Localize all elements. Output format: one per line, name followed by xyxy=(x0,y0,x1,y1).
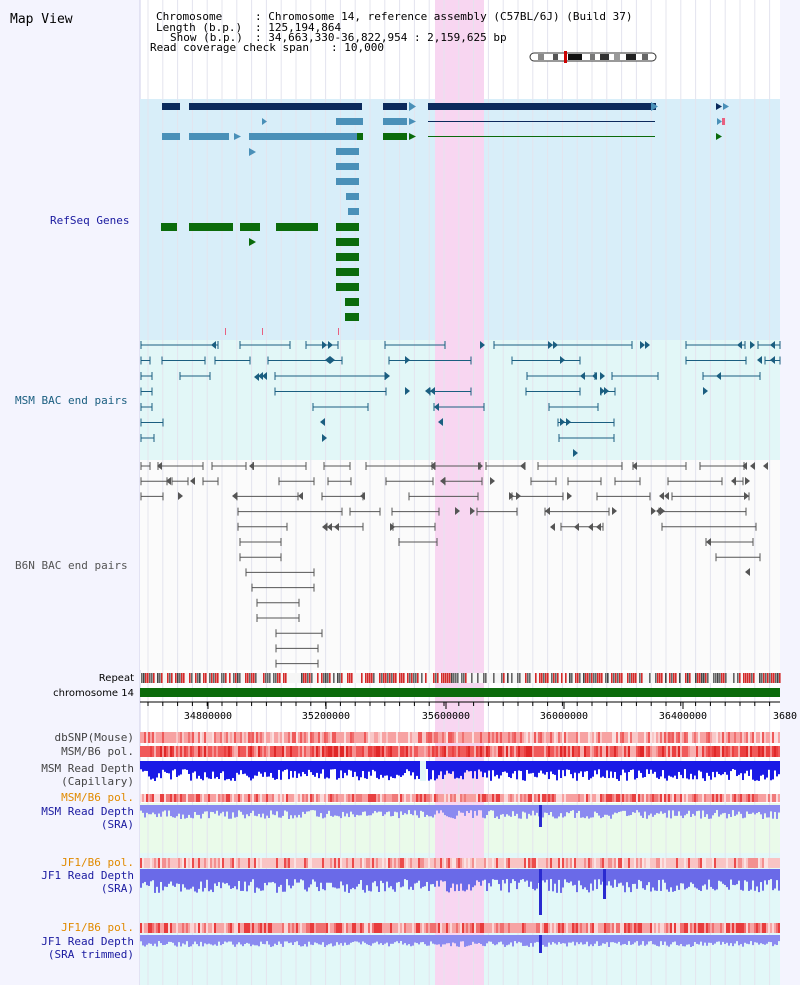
right-margin xyxy=(780,0,800,985)
label-column xyxy=(0,0,140,985)
highlight-region[interactable] xyxy=(435,0,484,985)
track-label-b6n-bac: B6N BAC end pairs xyxy=(15,559,128,572)
read-depth-tracks[interactable] xyxy=(140,761,780,953)
coverage-value: : 10,000 xyxy=(331,41,384,54)
track-label-msm-depth-sra-sub: (SRA) xyxy=(101,818,134,831)
track-label-msm-depth-capillary-sub: (Capillary) xyxy=(61,775,134,788)
track-label-msm-depth-sra: MSM Read Depth xyxy=(41,805,134,818)
track-label-msm-bac: MSM BAC end pairs xyxy=(15,394,128,407)
chromosome-value: : Chromosome 14, reference assembly (C57… xyxy=(255,10,633,23)
length-key: Length (b.p.) xyxy=(156,21,242,34)
ideogram-position-marker xyxy=(564,51,567,63)
track-label-jf1-depth-sra-sub: (SRA) xyxy=(101,882,134,895)
repeat-track[interactable] xyxy=(140,673,781,683)
header-info: Chromosome : Chromosome 14, reference as… xyxy=(150,10,633,54)
grid-lines xyxy=(147,0,771,985)
refseq-genes-track[interactable] xyxy=(161,102,729,335)
axis-tick-label-5: 36400000 xyxy=(659,711,707,722)
chromosome-key: Chromosome xyxy=(156,10,222,23)
axis-tick-label-1: 34800000 xyxy=(184,711,232,722)
track-label-jf1-pol-2: JF1/B6 pol. xyxy=(61,921,134,934)
polymorphism-heat-tracks[interactable] xyxy=(140,732,780,933)
track-label-jf1-depth-sra: JF1 Read Depth xyxy=(41,869,134,882)
track-label-jf1-depth-trimmed-sub: (SRA trimmed) xyxy=(48,948,134,961)
position-axis: 34800000 35200000 35600000 36000000 3640… xyxy=(140,701,797,722)
axis-tick-label-6: 3680 xyxy=(773,711,797,722)
chromosome-bar[interactable] xyxy=(140,688,780,697)
view-title: Map View xyxy=(10,12,73,27)
msm-bac-end-pairs-track[interactable] xyxy=(140,341,781,457)
track-label-dbsnp: dbSNP(Mouse) xyxy=(55,731,134,744)
track-label-refseq: RefSeq Genes xyxy=(50,214,129,227)
chromosome-ideogram[interactable] xyxy=(529,51,657,63)
track-label-jf1-depth-trimmed: JF1 Read Depth xyxy=(41,935,134,948)
track-label-repeat: Repeat xyxy=(99,673,134,684)
track-label-msm-b6-pol: MSM/B6 pol. xyxy=(61,745,134,758)
b6n-bac-end-pairs-track[interactable] xyxy=(140,462,768,668)
axis-tick-label-2: 35200000 xyxy=(302,711,350,722)
track-label-msm-depth-capillary: MSM Read Depth xyxy=(41,762,134,775)
coverage-key: Read coverage check span xyxy=(150,41,309,54)
show-key: Show (b.p.) xyxy=(170,31,243,44)
track-label-chromosome: chromosome 14 xyxy=(53,688,134,699)
show-value: : 34,663,330-36,822,954 : 2,159,625 bp xyxy=(255,31,507,44)
track-label-jf1-pol: JF1/B6 pol. xyxy=(61,856,134,869)
axis-tick-label-4: 36000000 xyxy=(540,711,588,722)
axis-tick-label-3: 35600000 xyxy=(422,711,470,722)
length-value: : 125,194,864 xyxy=(255,21,341,34)
track-label-msm-b6-pol-2: MSM/B6 pol. xyxy=(61,791,134,804)
